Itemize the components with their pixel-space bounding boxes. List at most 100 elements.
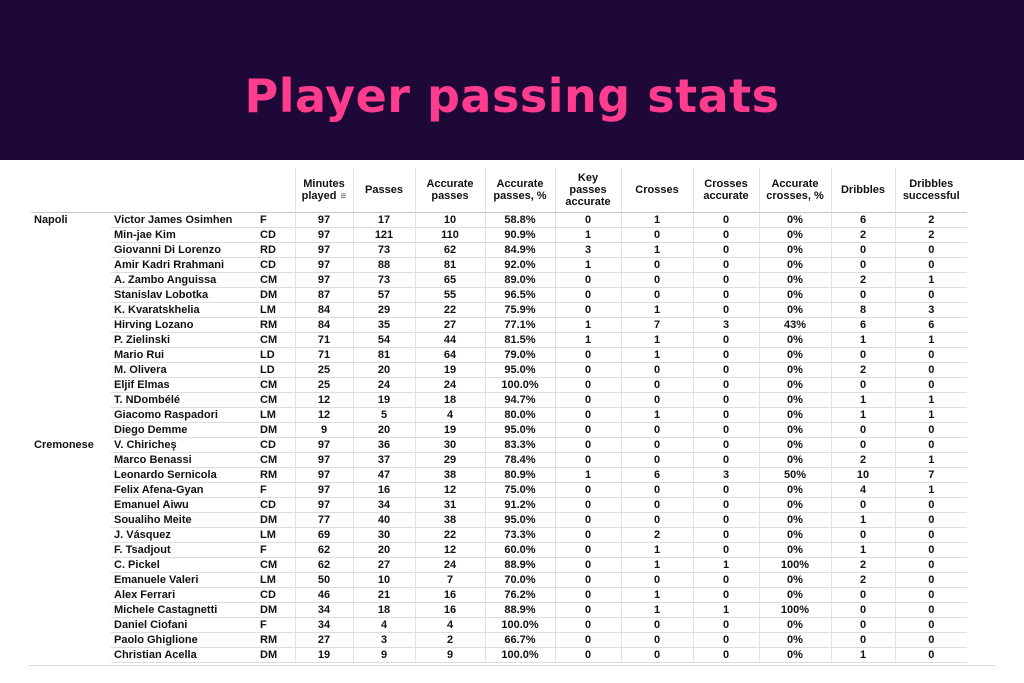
stat-cell: 20 xyxy=(352,362,415,378)
column-header-accurate-crosses[interactable]: Accurate crosses, % xyxy=(758,168,831,213)
column-header-crosses-accurate[interactable]: Crosses accurate xyxy=(692,168,759,213)
table-row[interactable]: A. Zambo Anguissa CM 97 73 65 89.0% 0 0 0 0% 2 1 xyxy=(31,272,967,288)
column-header-passes[interactable]: Passes xyxy=(352,168,415,213)
table-row[interactable]: Cremonese V. Chiricheş CD 97 36 30 83.3% 0 0 0 0% 0… xyxy=(31,437,967,453)
table-row[interactable]: Emanuel Aiwu CD 97 34 31 91.2% 0 0 0 0% 0 0 xyxy=(31,497,967,513)
team-cell xyxy=(31,588,111,603)
sort-descending-icon[interactable]: ≡ xyxy=(340,190,347,202)
stat-cell: 9 xyxy=(352,647,415,663)
team-cell xyxy=(31,273,111,288)
column-header-minutes-played[interactable]: Minutes played ≡ xyxy=(294,168,353,213)
stat-cell: 0 xyxy=(692,347,759,363)
stat-cell: 71 xyxy=(294,332,353,348)
table-row[interactable]: Napoli Victor James Osimhen F 97 17 10 58.8% 0 1… xyxy=(31,212,967,228)
stat-cell: 0 xyxy=(894,587,967,603)
stat-cell: 7 xyxy=(414,572,485,588)
stat-cell: 1 xyxy=(830,647,895,663)
table-row[interactable]: T. NDombélé CM 12 19 18 94.7% 0 0 0 0% 1 1 xyxy=(31,392,967,408)
table-row[interactable]: P. Zielinski CM 71 54 44 81.5% 1 1 0 0% 1 1 xyxy=(31,332,967,348)
stat-cell: 91.2% xyxy=(484,497,555,513)
table-row[interactable]: Michele Castagnetti DM 34 18 16 88.9% 0 1 1 100% 0… xyxy=(31,602,967,618)
position-cell: DM xyxy=(257,512,295,528)
position-cell: LM xyxy=(257,407,295,423)
table-row[interactable]: Alex Ferrari CD 46 21 16 76.2% 0 1 0 0% 0 0 xyxy=(31,587,967,603)
position-cell: LD xyxy=(257,347,295,363)
table-row[interactable]: Giacomo Raspadori LM 12 5 4 80.0% 0 1 0 0% 1 1 xyxy=(31,407,967,423)
table-row[interactable]: Diego Demme DM 9 20 19 95.0% 0 0 0 0% 0 0 xyxy=(31,422,967,438)
stat-cell: 94.7% xyxy=(484,392,555,408)
stat-cell: 1 xyxy=(620,602,693,618)
table-row[interactable]: Amir Kadri Rrahmani CD 97 88 81 92.0% 1 0 0 0% 0 0 xyxy=(31,257,967,273)
stat-cell: 40 xyxy=(352,512,415,528)
stat-cell: 1 xyxy=(894,392,967,408)
stat-cell: 69 xyxy=(294,527,353,543)
table-row[interactable]: Marco Benassi CM 97 37 29 78.4% 0 0 0 0% 2 1 xyxy=(31,452,967,468)
table-row[interactable]: Soualiho Meite DM 77 40 38 95.0% 0 0 0 0% 1 0 xyxy=(31,512,967,528)
table-row[interactable]: M. Olivera LD 25 20 19 95.0% 0 0 0 0% 2 0 xyxy=(31,362,967,378)
column-header-dribbles[interactable]: Dribbles xyxy=(830,168,895,213)
stat-cell: 1 xyxy=(620,407,693,423)
table-row[interactable]: Min-jae Kim CD 97 121 110 90.9% 1 0 0 0% 2 2 xyxy=(31,227,967,243)
stat-cell: 0% xyxy=(758,542,831,558)
table-row[interactable]: K. Kvaratskhelia LM 84 29 22 75.9% 0 1 0 0% 8 3 xyxy=(31,302,967,318)
stat-cell: 25 xyxy=(294,362,353,378)
position-cell: CD xyxy=(257,587,295,603)
table-row[interactable]: Giovanni Di Lorenzo RD 97 73 62 84.9% 3 1 0 0% 0 0 xyxy=(31,242,967,258)
team-cell xyxy=(31,348,111,363)
stat-cell: 12 xyxy=(414,542,485,558)
player-name-cell: Marco Benassi xyxy=(111,452,257,468)
column-header-accurate-passes[interactable]: Accurate passes xyxy=(414,168,485,213)
stat-cell: 46 xyxy=(294,587,353,603)
table-row[interactable]: Leonardo Sernicola RM 97 47 38 80.9% 1 6 3 50% 10 7 xyxy=(31,467,967,483)
stat-cell: 1 xyxy=(620,347,693,363)
stat-cell: 0 xyxy=(692,437,759,453)
table-row[interactable]: Mario Rui LD 71 81 64 79.0% 0 1 0 0% 0 0 xyxy=(31,347,967,363)
stat-cell: 38 xyxy=(414,467,485,483)
stat-cell: 81 xyxy=(414,257,485,273)
stat-cell: 6 xyxy=(620,467,693,483)
stat-cell: 25 xyxy=(294,377,353,393)
table-row[interactable]: Emanuele Valeri LM 50 10 7 70.0% 0 0 0 0% 2 0 xyxy=(31,572,967,588)
stat-cell: 97 xyxy=(294,272,353,288)
table-row[interactable]: F. Tsadjout F 62 20 12 60.0% 0 1 0 0% 1 0 xyxy=(31,542,967,558)
team-cell xyxy=(31,378,111,393)
column-header-key-passes-accurate[interactable]: Key passes accurate xyxy=(554,168,621,213)
stat-cell: 0 xyxy=(692,302,759,318)
stat-cell: 0 xyxy=(692,287,759,303)
stat-cell: 0 xyxy=(620,272,693,288)
stat-cell: 58.8% xyxy=(484,212,555,228)
table-row[interactable]: Eljif Elmas CM 25 24 24 100.0% 0 0 0 0% 0 0 xyxy=(31,377,967,393)
stat-cell: 110 xyxy=(414,227,485,243)
stat-cell: 0 xyxy=(620,572,693,588)
table-row[interactable]: Christian Acella DM 19 9 9 100.0% 0 0 0 0% 1 0 xyxy=(31,647,967,663)
stat-cell: 34 xyxy=(352,497,415,513)
table-row[interactable]: Daniel Ciofani F 34 4 4 100.0% 0 0 0 0% 0 0 xyxy=(31,617,967,633)
table-row[interactable]: Paolo Ghiglione RM 27 3 2 66.7% 0 0 0 0% 0 0 xyxy=(31,632,967,648)
table-row[interactable]: Hirving Lozano RM 84 35 27 77.1% 1 7 3 43% 6 6 xyxy=(31,317,967,333)
table-row[interactable]: Felix Afena-Gyan F 97 16 12 75.0% 0 0 0 0% 4 1 xyxy=(31,482,967,498)
table-row[interactable]: C. Pickel CM 62 27 24 88.9% 0 1 1 100% 2 0 xyxy=(31,557,967,573)
stat-cell: 19 xyxy=(294,647,353,663)
stat-cell: 97 xyxy=(294,497,353,513)
table-body: Napoli Victor James Osimhen F 97 17 10 58.8% 0 1… xyxy=(31,212,967,663)
stat-cell: 10 xyxy=(414,212,485,228)
stat-cell: 100.0% xyxy=(484,617,555,633)
stat-cell: 75.9% xyxy=(484,302,555,318)
stat-cell: 2 xyxy=(414,632,485,648)
stat-cell: 0 xyxy=(894,602,967,618)
stat-cell: 73 xyxy=(352,272,415,288)
table-row[interactable]: J. Vásquez LM 69 30 22 73.3% 0 2 0 0% 0 0 xyxy=(31,527,967,543)
player-name-cell: Emanuele Valeri xyxy=(111,572,257,588)
column-header-crosses[interactable]: Crosses xyxy=(620,168,693,213)
stat-cell: 22 xyxy=(414,302,485,318)
table-row[interactable]: Stanislav Lobotka DM 87 57 55 96.5% 0 0 0 0% 0 0 xyxy=(31,287,967,303)
stat-cell: 10 xyxy=(830,467,895,483)
stat-cell: 64 xyxy=(414,347,485,363)
stat-cell: 19 xyxy=(414,422,485,438)
stat-cell: 0 xyxy=(692,452,759,468)
player-name-cell: Daniel Ciofani xyxy=(111,617,257,633)
team-column-header xyxy=(31,168,111,213)
stat-cell: 0 xyxy=(620,287,693,303)
column-header-accurate-passes[interactable]: Accurate passes, % xyxy=(484,168,555,213)
column-header-dribbles-successful[interactable]: Dribbles successful xyxy=(894,168,967,213)
